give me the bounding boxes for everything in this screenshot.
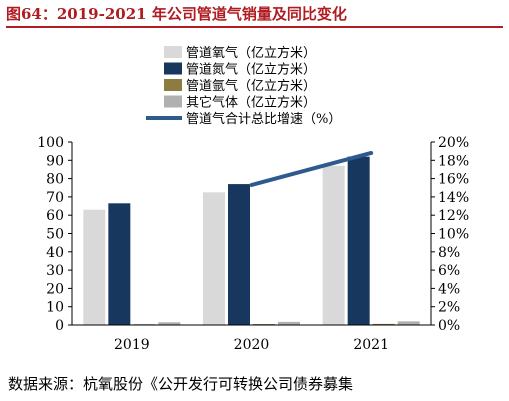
right-tick-label: 20%: [438, 135, 469, 151]
legend: 管道氧气（亿立方米）管道氮气（亿立方米）管道氩气（亿立方米）其它气体（亿立方米）…: [146, 45, 341, 127]
figure-title: 图64：2019-2021 年公司管道气销量及同比变化: [6, 4, 503, 28]
legend-label: 管道气合计总比增速（%）: [186, 111, 341, 127]
left-tick-label: 100: [37, 135, 64, 151]
bar-2019-2: [108, 203, 131, 325]
legend-swatch: [164, 62, 182, 75]
bar-2020-4: [278, 321, 300, 325]
right-tick-label: 2%: [438, 300, 460, 316]
source-note: 数据来源：杭氧股份《公开发行可转换公司债券募集: [8, 375, 354, 393]
plot-area: 0 10 20 30 40 50 60 70 80 90 100 0% 2% 4% 6% 8% 10% 12% 14…: [37, 135, 469, 353]
legend-label: 管道氧气（亿立方米）: [186, 45, 316, 61]
left-tick-label: 90: [46, 153, 64, 169]
right-tick-label: 8%: [438, 245, 460, 261]
legend-swatch: [164, 95, 182, 108]
right-tick-label: 14%: [438, 190, 469, 206]
bar-2021-2: [347, 156, 370, 325]
right-tick-label: 4%: [438, 281, 460, 297]
right-tick-label: 6%: [438, 263, 460, 279]
legend-label: 其它气体（亿立方米）: [186, 95, 316, 111]
right-tick-label: 12%: [438, 208, 469, 224]
category-label: 2020: [234, 337, 270, 353]
legend-label: 管道氮气（亿立方米）: [186, 62, 316, 78]
bar-2020-1: [203, 192, 225, 325]
left-tick-label: 0: [55, 318, 64, 334]
category-label: 2019: [114, 337, 150, 353]
right-tick-label: 18%: [438, 153, 469, 169]
left-tick-label: 30: [46, 263, 64, 279]
left-tick-label: 80: [46, 172, 64, 188]
legend-label: 管道氩气（亿立方米）: [186, 78, 316, 94]
bar-2021-4: [397, 321, 420, 325]
bar-2019-4: [158, 322, 181, 325]
left-tick-label: 50: [46, 227, 64, 243]
left-tick-label: 60: [46, 208, 64, 224]
left-tick-label: 40: [46, 245, 64, 261]
right-tick-label: 0%: [438, 318, 460, 334]
bar-2019-1: [83, 209, 106, 325]
left-tick-label: 20: [46, 281, 64, 297]
growth-line: [249, 150, 374, 188]
legend-swatch: [164, 79, 182, 91]
left-tick-label: 10: [46, 300, 64, 316]
right-tick-label: 10%: [438, 227, 469, 243]
legend-swatch: [164, 46, 182, 58]
bar-2020-2: [228, 184, 250, 325]
left-tick-label: 70: [46, 190, 64, 206]
right-tick-label: 16%: [438, 172, 469, 188]
category-label: 2021: [353, 337, 389, 353]
bar-2021-3: [372, 323, 395, 325]
bar-2021-1: [322, 165, 345, 325]
